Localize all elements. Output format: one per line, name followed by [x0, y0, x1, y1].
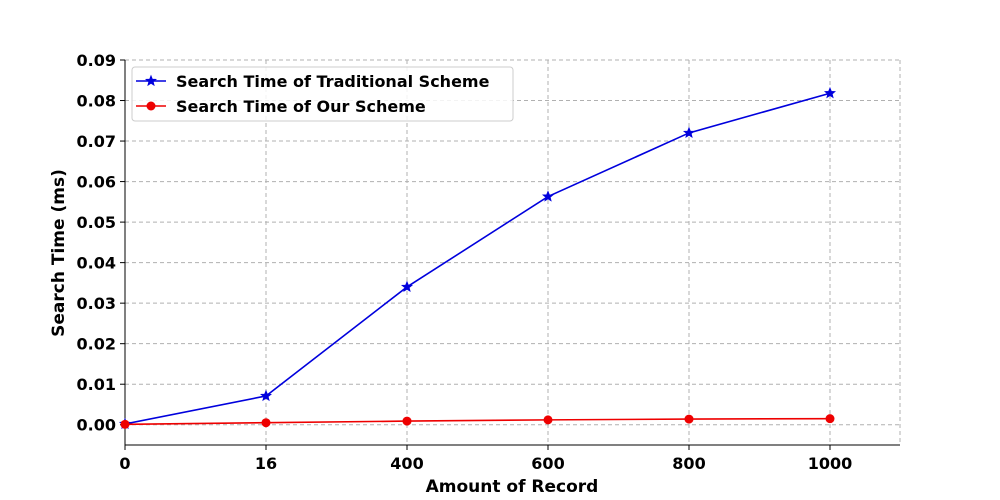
y-ticks: 0.00 0.01 0.02 0.03 0.04 0.05 0.06 0.07 0.08 0.09	[77, 51, 125, 435]
legend: Search Time of Traditional Scheme Search …	[131, 66, 514, 122]
data-point	[684, 414, 694, 424]
series-0	[118, 86, 837, 430]
y-tick-label: 0.07	[77, 132, 116, 151]
data-point	[261, 418, 271, 428]
legend-frame	[131, 66, 514, 122]
x-tick-label: 400	[390, 454, 423, 473]
y-tick-label: 0.06	[77, 173, 116, 192]
data-point	[543, 415, 553, 425]
legend-item: Search Time of Our Scheme	[136, 97, 426, 116]
x-tick-label: 1000	[808, 454, 853, 473]
x-tick-label: 0	[119, 454, 130, 473]
data-point	[402, 416, 412, 426]
series-line	[124, 92, 831, 425]
legend-marker	[146, 101, 156, 111]
axes	[124, 60, 900, 446]
x-tick-label: 600	[531, 454, 564, 473]
y-tick-label: 0.05	[77, 213, 116, 232]
x-tick-label: 800	[672, 454, 705, 473]
x-axis-label: Amount of Record	[426, 477, 599, 497]
grid	[125, 59, 901, 445]
series-1	[120, 414, 835, 429]
series-line	[124, 417, 831, 426]
y-tick-label: 0.03	[77, 294, 116, 313]
data-point	[825, 414, 835, 424]
y-tick-label: 0.04	[77, 254, 116, 273]
data-point	[541, 190, 555, 202]
y-tick-label: 0.09	[77, 51, 116, 70]
legend-marker	[144, 74, 158, 87]
series	[118, 86, 837, 430]
y-tick-label: 0.02	[77, 335, 116, 354]
legend-item: Search Time of Traditional Scheme	[136, 72, 490, 91]
x-tick-label: 16	[255, 454, 277, 473]
y-tick-label: 0.00	[77, 416, 116, 435]
data-point	[682, 126, 696, 139]
data-point	[120, 419, 130, 429]
data-point	[400, 280, 414, 293]
data-point	[823, 86, 837, 99]
data-point	[259, 389, 273, 402]
y-axis-label: Search Time (ms)	[49, 169, 69, 337]
legend-label: Search Time of Our Scheme	[176, 97, 426, 116]
x-ticks: 0 16 400 600 800 1000	[119, 445, 852, 473]
legend-label: Search Time of Traditional Scheme	[176, 72, 490, 91]
y-tick-label: 0.01	[77, 375, 116, 394]
legend-items: Search Time of Traditional Scheme Search …	[136, 72, 490, 116]
y-tick-label: 0.08	[77, 92, 116, 111]
